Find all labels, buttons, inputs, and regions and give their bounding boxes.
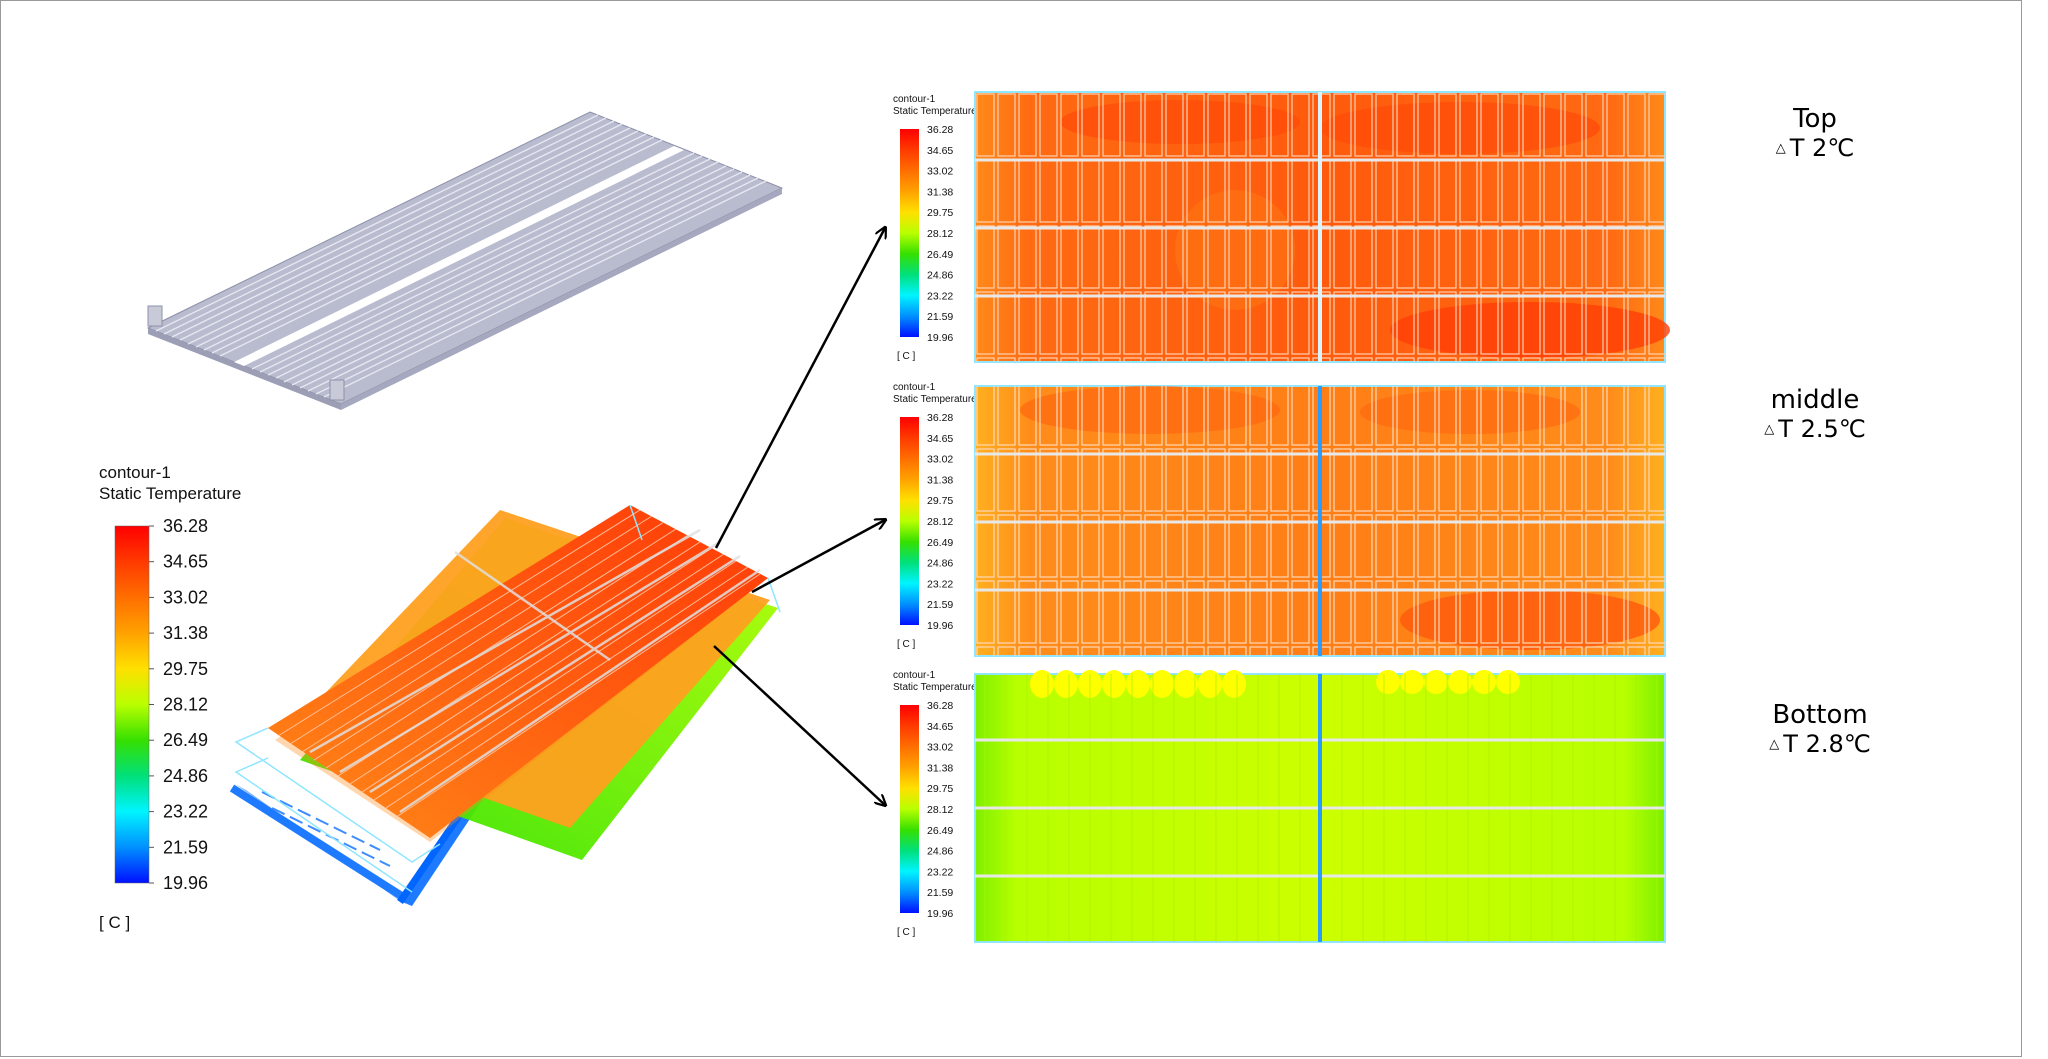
main-legend-tick-label: 23.22 xyxy=(163,802,208,822)
panel-legend-unit: [ C ] xyxy=(897,927,916,938)
main-legend-tick-label: 36.28 xyxy=(163,516,208,536)
main-legend-colorbar xyxy=(114,525,150,884)
main-legend-tick-label: 19.96 xyxy=(163,873,208,893)
panel-bottom xyxy=(974,670,1666,943)
panel-legend-tick-label: 24.86 xyxy=(927,558,953,570)
main-legend-unit: [ C ] xyxy=(99,913,130,932)
layer-name: Top xyxy=(1793,104,1837,134)
main-legend-tick-label: 29.75 xyxy=(163,659,208,679)
panel-legend-colorbar xyxy=(900,129,919,337)
layer-name: middle xyxy=(1770,385,1860,415)
arrow-to-top xyxy=(714,228,885,549)
panel-legend-tick-label: 33.02 xyxy=(927,454,953,466)
layer-label-bottom: Bottom △ T 2.8℃ xyxy=(1755,700,1885,759)
delta-icon: △ xyxy=(1764,422,1775,437)
panel-legend-title: contour-1 xyxy=(893,382,936,393)
panel-legend-tick-label: 21.59 xyxy=(927,599,953,611)
panel-legend-subtitle: Static Temperature xyxy=(893,394,977,405)
panel-legend-tick-label: 31.38 xyxy=(927,474,953,486)
layer-delta: T 2.8℃ xyxy=(1783,730,1871,758)
panel-legend-tick-label: 36.28 xyxy=(927,412,953,424)
panel-legend-tick-label: 34.65 xyxy=(927,145,953,157)
main-legend-title: contour-1 xyxy=(99,463,171,482)
panel-legend-tick-label: 26.49 xyxy=(927,825,953,837)
panel-legend-tick-label: 28.12 xyxy=(927,228,953,240)
arrow-to-middle xyxy=(751,520,885,594)
delta-icon: △ xyxy=(1775,141,1786,156)
panel-middle xyxy=(974,385,1666,657)
main-legend-tick-label: 34.65 xyxy=(163,552,208,572)
panel-legend-unit: [ C ] xyxy=(897,639,916,650)
layer-label-middle: middle △ T 2.5℃ xyxy=(1750,385,1880,444)
arrows xyxy=(713,228,885,805)
panel-legend-tick-label: 29.75 xyxy=(927,207,953,219)
panel-legend-tick-label: 26.49 xyxy=(927,537,953,549)
panel-legend-tick-label: 34.65 xyxy=(927,433,953,445)
panel-legend-tick-label: 31.38 xyxy=(927,762,953,774)
panel-legend-tick-label: 23.22 xyxy=(927,578,953,590)
main-legend-tick-label: 26.49 xyxy=(163,730,208,750)
panel-legend-tick-label: 19.96 xyxy=(927,620,953,632)
panel-legend-tick-label: 33.02 xyxy=(927,742,953,754)
layer-delta: T 2℃ xyxy=(1789,134,1855,162)
panel-legend-colorbar xyxy=(900,417,919,625)
main-legend-tick-label: 33.02 xyxy=(163,587,208,607)
panel-legend-tick-label: 24.86 xyxy=(927,270,953,282)
layer-name: Bottom xyxy=(1772,700,1868,730)
panel-legend-title: contour-1 xyxy=(893,670,936,681)
panel-legend-tick-label: 23.22 xyxy=(927,866,953,878)
iso-temperature-model xyxy=(229,504,781,906)
panel-legend-tick-label: 34.65 xyxy=(927,721,953,733)
panel-legend-tick-label: 24.86 xyxy=(927,846,953,858)
panel-legend-tick-label: 36.28 xyxy=(927,124,953,136)
panel-legend-tick-label: 33.02 xyxy=(927,166,953,178)
panel-legend-tick-label: 21.59 xyxy=(927,887,953,899)
main-legend-tick-label: 31.38 xyxy=(163,623,208,643)
panel-legend-tick-label: 29.75 xyxy=(927,783,953,795)
main-legend-ticks: 36.28 34.65 33.02 31.38 29.75 28.12 26.49 24.86… xyxy=(149,516,208,893)
panel-legend-tick-label: 19.96 xyxy=(927,332,953,344)
cold-plate-model xyxy=(146,111,784,410)
main-legend: contour-1 Static Temperature 36.2834.653… xyxy=(99,463,241,932)
panel-legend-tick-label: 36.28 xyxy=(927,700,953,712)
panel-legend-tick-label: 28.12 xyxy=(927,516,953,528)
main-legend-subtitle: Static Temperature xyxy=(99,484,241,503)
arrow-to-bottom xyxy=(713,645,885,805)
panel-legend-tick-label: 29.75 xyxy=(927,495,953,507)
main-legend-tick-label: 24.86 xyxy=(163,766,208,786)
panel-legend-title: contour-1 xyxy=(893,94,936,105)
layer-delta: T 2.5℃ xyxy=(1778,415,1866,443)
panel-legend-subtitle: Static Temperature xyxy=(893,682,977,693)
panel-legend-subtitle: Static Temperature xyxy=(893,106,977,117)
panel-legend-tick-label: 31.38 xyxy=(927,186,953,198)
main-legend-tick-label: 21.59 xyxy=(163,837,208,857)
panel-legend-unit: [ C ] xyxy=(897,351,916,362)
layer-label-top: Top △ T 2℃ xyxy=(1760,104,1870,163)
panel-legend-tick-label: 26.49 xyxy=(927,249,953,261)
panel-legend-tick-label: 21.59 xyxy=(927,311,953,323)
panel-legend-tick-label: 19.96 xyxy=(927,908,953,920)
panel-top xyxy=(974,91,1670,363)
panel-legend-tick-label: 23.22 xyxy=(927,290,953,302)
panel-legend-tick-label: 28.12 xyxy=(927,804,953,816)
panel-legend-colorbar xyxy=(900,705,919,913)
delta-icon: △ xyxy=(1769,737,1780,752)
main-legend-tick-label: 28.12 xyxy=(163,695,208,715)
